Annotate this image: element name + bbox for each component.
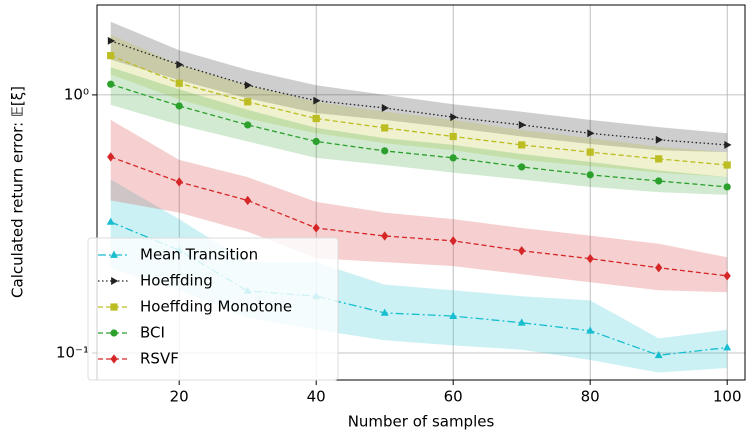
marker xyxy=(449,311,458,319)
legend-label: Mean Transition xyxy=(140,246,258,264)
x-axis-label: Number of samples xyxy=(348,413,495,431)
marker xyxy=(107,80,115,88)
marker xyxy=(244,121,252,129)
marker xyxy=(244,81,253,90)
confidence-band xyxy=(110,119,728,293)
marker xyxy=(654,350,663,359)
series-line xyxy=(110,40,728,146)
confidence-band xyxy=(110,21,728,153)
marker xyxy=(313,96,321,105)
marker xyxy=(587,129,595,138)
marker xyxy=(111,277,119,285)
marker xyxy=(586,148,594,156)
marker xyxy=(449,132,457,141)
marker xyxy=(381,231,389,241)
y-tick-label: 10⁻¹ xyxy=(56,344,89,362)
confidence-band xyxy=(110,34,728,178)
marker xyxy=(175,177,183,187)
legend-label: Hoeffding xyxy=(140,272,213,290)
confidence-band xyxy=(110,67,728,195)
marker xyxy=(110,354,118,364)
marker xyxy=(723,183,731,191)
marker xyxy=(176,60,184,69)
marker xyxy=(518,163,526,171)
x-tick-label: 80 xyxy=(581,388,600,406)
marker xyxy=(586,326,595,334)
series-line xyxy=(110,156,728,277)
legend-label: Hoeffding Monotone xyxy=(140,298,292,316)
marker xyxy=(107,152,115,162)
x-tick-label: 60 xyxy=(444,388,463,406)
legend-label: RSVF xyxy=(140,350,179,368)
series-line xyxy=(110,83,728,188)
confidence-band xyxy=(110,179,728,373)
x-tick-label: 40 xyxy=(307,388,326,406)
marker xyxy=(312,137,320,146)
marker xyxy=(723,161,731,169)
marker xyxy=(110,250,118,258)
marker xyxy=(381,147,389,155)
marker xyxy=(312,114,320,123)
marker xyxy=(381,104,390,112)
y-axis-label: Calculated return error: 𝔼[ξ] xyxy=(9,86,27,298)
marker xyxy=(518,120,527,129)
legend-box xyxy=(87,237,339,381)
marker xyxy=(655,155,663,163)
marker xyxy=(244,98,252,106)
marker xyxy=(110,303,118,311)
marker xyxy=(586,253,594,264)
plot-frame xyxy=(96,4,746,381)
marker xyxy=(518,246,526,256)
marker xyxy=(381,124,389,132)
marker xyxy=(518,141,526,149)
marker xyxy=(244,195,252,206)
marker xyxy=(449,236,457,246)
marker xyxy=(380,308,389,316)
marker xyxy=(449,154,457,162)
marker xyxy=(107,36,116,45)
marker xyxy=(450,113,458,122)
x-tick-label: 20 xyxy=(170,388,189,406)
marker xyxy=(312,223,320,233)
legend-label: BCI xyxy=(140,324,165,342)
marker xyxy=(517,318,526,326)
marker xyxy=(655,177,663,185)
legend: Mean Transition Hoeffding Hoeffding Monoto… xyxy=(87,237,339,381)
marker xyxy=(723,271,731,281)
marker xyxy=(655,263,663,273)
y-tick-label: 10⁰ xyxy=(64,85,89,103)
marker xyxy=(107,51,115,60)
marker xyxy=(723,343,732,351)
marker xyxy=(110,329,118,337)
marker xyxy=(175,79,183,87)
marker xyxy=(655,135,664,144)
marker xyxy=(586,171,594,179)
marker xyxy=(106,217,115,225)
marker xyxy=(175,102,183,110)
x-tick-label: 100 xyxy=(713,388,742,406)
marker xyxy=(724,140,732,149)
